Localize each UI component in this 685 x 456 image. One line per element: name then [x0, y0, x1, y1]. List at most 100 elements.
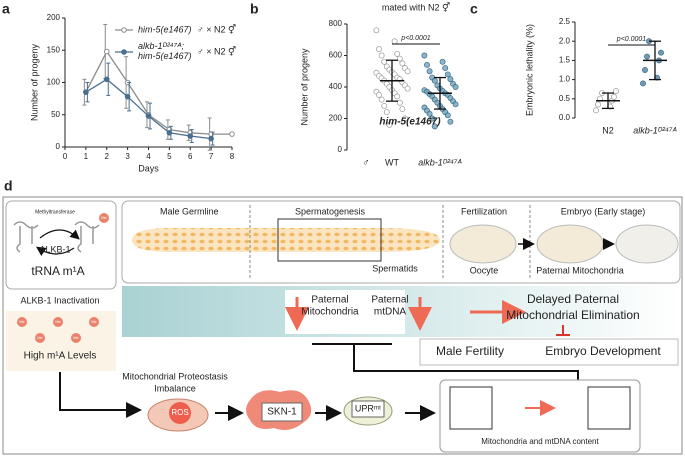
point — [208, 135, 214, 142]
point — [145, 113, 152, 119]
me-badge — [35, 333, 45, 343]
dot — [399, 106, 406, 113]
y-tick-label: 200 — [47, 13, 61, 22]
dot — [644, 53, 650, 60]
dot — [381, 58, 388, 65]
high-level-label: High m¹A Levels — [24, 351, 97, 362]
dot — [394, 93, 401, 100]
me-badge — [71, 333, 81, 343]
enzyme-label: Methyltransferase — [35, 209, 75, 215]
dot — [431, 123, 438, 130]
x-tick-label: 2 — [105, 152, 110, 161]
inactivation-label: ALKB-1 Inactivation — [20, 295, 99, 305]
y-tick-label: 150 — [47, 45, 61, 54]
me-label: Me — [19, 319, 25, 324]
me-label: Me — [101, 215, 107, 220]
embryo — [615, 224, 679, 264]
content-label: Mitochondria and mtDNA content — [481, 437, 599, 446]
spermatogenesis-frame — [277, 218, 382, 262]
series-line — [85, 50, 232, 135]
x-tick-label: 0 — [63, 152, 68, 161]
stage-label: Oocyte — [470, 265, 499, 275]
y-axis-label: Number of progeny — [299, 48, 309, 126]
pathway-label: Mitochondrial Proteostasis — [122, 371, 228, 381]
panel-label: a — [2, 1, 10, 17]
dot — [452, 84, 459, 90]
dot — [378, 52, 385, 59]
point — [103, 48, 110, 55]
dot — [642, 67, 648, 73]
x-tick-label: 1 — [84, 152, 89, 161]
dot — [611, 93, 617, 100]
pathway-label: Imbalance — [154, 383, 196, 393]
stage-label: Fertilization — [461, 206, 507, 216]
y-tick-label: 200 — [329, 114, 343, 123]
germline — [132, 228, 440, 252]
x-tick-label: 6 — [188, 152, 193, 161]
upr-box — [351, 400, 385, 418]
y-tick-label: 50 — [51, 110, 60, 119]
trna-box — [5, 200, 117, 290]
legend-marker — [121, 27, 127, 33]
me-label: Me — [37, 335, 43, 340]
dot — [402, 115, 408, 122]
dot — [593, 107, 599, 114]
mito-sample — [449, 386, 493, 430]
point — [83, 89, 89, 95]
pathway-arrow — [59, 372, 142, 418]
outcome-label: Mitochondrial Elimination — [506, 308, 639, 322]
point — [124, 93, 131, 100]
me-label: Me — [91, 319, 97, 324]
y-tick-label: 0 — [56, 142, 61, 151]
skn1-label: SKN-1 — [267, 407, 297, 418]
ros-label: ROS — [171, 408, 188, 417]
x-tick-label: 8 — [230, 152, 235, 161]
ros-blob — [169, 402, 191, 424]
p-value: p<0.0001 — [616, 36, 646, 43]
dot — [595, 101, 601, 108]
inhibition — [556, 325, 570, 336]
y-tick-label: 100 — [47, 78, 61, 87]
dot — [444, 112, 451, 119]
inhibition-link — [312, 343, 579, 380]
me-badge — [89, 317, 99, 327]
x-tick-label: alkb-1ᴰ²⁴⁷ᴬ — [633, 125, 677, 135]
me-badge — [99, 213, 109, 223]
y-tick-label: 0.0 — [559, 113, 571, 122]
dot — [421, 52, 428, 59]
band-label: Paternal — [371, 295, 408, 306]
me-label: Me — [73, 335, 79, 340]
band-label: Paternal — [311, 295, 348, 306]
y-tick-label: 400 — [329, 82, 343, 91]
dot — [378, 96, 385, 103]
trna-title: tRNA m¹A — [31, 264, 84, 278]
point — [166, 130, 173, 136]
dot — [613, 88, 619, 95]
trna-icon — [13, 221, 100, 253]
dot — [383, 109, 390, 116]
dot — [404, 68, 411, 75]
band-label: Mitochondria — [301, 307, 359, 318]
stage-label: Spermatogenesis — [295, 206, 366, 216]
y-tick-label: 1.5 — [559, 56, 571, 65]
x-tick-label: 7 — [209, 152, 214, 161]
phenotype-label: Embryo Development — [545, 344, 661, 358]
eraser-label: ALKB-1 — [39, 244, 70, 254]
phenotype-label: Male Fertility — [436, 344, 504, 358]
point — [187, 133, 194, 139]
dot — [396, 55, 403, 62]
me-label: Me — [55, 319, 61, 324]
dot — [391, 38, 398, 45]
x-axis-label: Days — [138, 163, 159, 173]
dot — [376, 46, 382, 53]
dot — [658, 49, 664, 56]
y-tick-label: 2.5 — [559, 17, 571, 26]
dot — [426, 68, 433, 75]
dot — [404, 85, 411, 92]
x-tick-label: 5 — [167, 152, 172, 161]
x-tick-label: alkb-1ᴰ²⁴⁷ᴬ — [418, 157, 462, 167]
methylation-arrow — [39, 229, 80, 240]
dot — [439, 58, 446, 65]
panel-label: b — [250, 1, 259, 17]
